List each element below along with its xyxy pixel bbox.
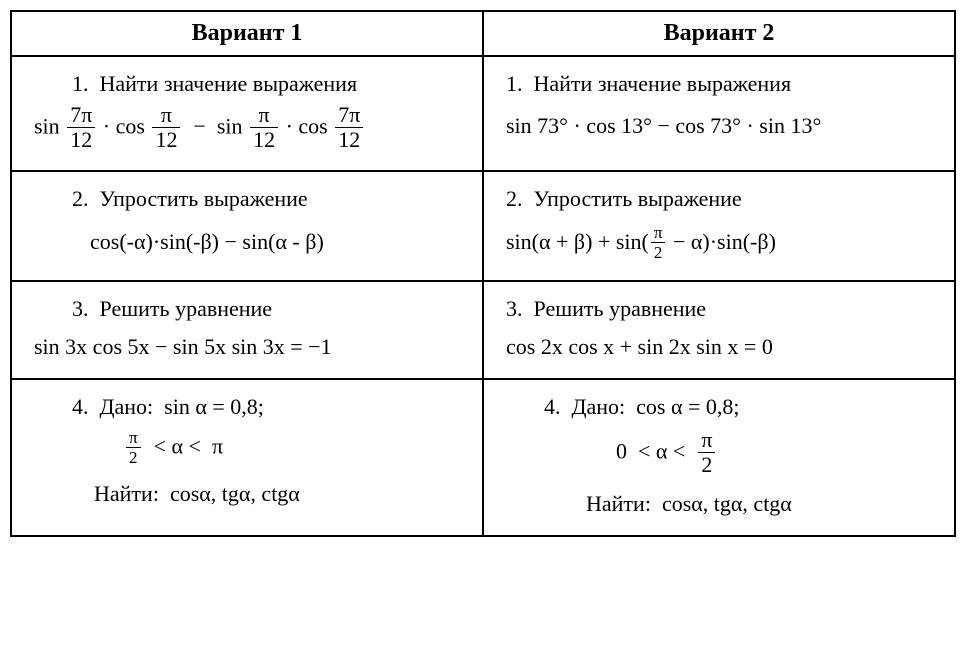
given-label: Дано: xyxy=(572,394,626,419)
find-expr: cosα, tgα, ctgα xyxy=(170,481,300,506)
task-number: 3. xyxy=(72,296,89,321)
task-number: 4. xyxy=(72,394,89,419)
header-v2: Вариант 2 xyxy=(483,11,955,56)
fn-cos: cos xyxy=(116,114,145,139)
task-expression: cos 2x cos x + sin 2x sin x = 0 xyxy=(506,334,938,360)
task-prompt: Найти значение выражения xyxy=(534,71,792,96)
expr-part: sin(α + β) + sin( xyxy=(506,229,649,254)
frac-num: π xyxy=(126,429,141,448)
interval-expr: π2 < α < π xyxy=(34,430,466,467)
frac-num: π xyxy=(250,104,278,128)
frac-den: 12 xyxy=(67,128,95,151)
task-expression: sin(α + β) + sin(π2 − α)·sin(-β) xyxy=(506,222,938,262)
task-expression: sin 3x cos 5x − sin 5x sin 3x = −1 xyxy=(34,334,466,360)
given-expr: cos α = 0,8; xyxy=(636,394,739,419)
v1-task1: 1. Найти значение выражения sin 7π12 · c… xyxy=(11,56,483,171)
frac-den: 12 xyxy=(335,128,363,151)
frac-num: 7π xyxy=(67,104,95,128)
frac-den: 12 xyxy=(250,128,278,151)
task-number: 4. xyxy=(544,394,561,419)
task-prompt: Упростить выражение xyxy=(100,186,308,211)
task-prompt: Упростить выражение xyxy=(534,186,742,211)
task-expression: sin 7π12 · cos π12 − sin π12 · cos 7π12 xyxy=(34,105,466,152)
task-number: 1. xyxy=(72,71,89,96)
v2-task3: 3. Решить уравнение cos 2x cos x + sin 2… xyxy=(483,281,955,379)
fn-sin: sin xyxy=(217,114,243,139)
task-number: 3. xyxy=(506,296,523,321)
zero-symbol: 0 xyxy=(616,439,627,464)
find-expr: cosα, tgα, ctgα xyxy=(662,491,792,516)
interval-op: < α < xyxy=(154,434,201,459)
frac-num: 7π xyxy=(335,104,363,128)
v2-task4: 4. Дано: cos α = 0,8; 0 < α < π2 Найти: … xyxy=(483,379,955,536)
worksheet-table: Вариант 1 Вариант 2 1. Найти значение вы… xyxy=(10,10,956,537)
interval-op: < α < xyxy=(638,439,685,464)
frac-num: π xyxy=(651,224,666,243)
expr-part: − α)·sin(-β) xyxy=(667,229,775,254)
frac-den: 2 xyxy=(651,243,666,261)
op-dot: · xyxy=(103,114,110,139)
frac-num: π xyxy=(698,429,715,453)
given-expr: sin α = 0,8; xyxy=(164,394,264,419)
fn-cos: cos xyxy=(298,114,327,139)
frac-num: π xyxy=(152,104,180,128)
pi-symbol: π xyxy=(212,434,223,459)
frac-den: 2 xyxy=(698,453,715,476)
task-number: 2. xyxy=(506,186,523,211)
v1-task2: 2. Упростить выражение cos(-α)·sin(-β) −… xyxy=(11,171,483,281)
v2-task1: 1. Найти значение выражения sin 73° · co… xyxy=(483,56,955,171)
v1-task4: 4. Дано: sin α = 0,8; π2 < α < π Найти: … xyxy=(11,379,483,536)
op-dot: · xyxy=(286,114,293,139)
task-expression: sin 73° · cos 13° − cos 73° · sin 13° xyxy=(506,113,938,139)
given-label: Дано: xyxy=(100,394,154,419)
interval-expr: 0 < α < π2 xyxy=(506,430,938,477)
task-prompt: Решить уравнение xyxy=(100,296,273,321)
v1-task3: 3. Решить уравнение sin 3x cos 5x − sin … xyxy=(11,281,483,379)
header-v1: Вариант 1 xyxy=(11,11,483,56)
task-prompt: Решить уравнение xyxy=(534,296,707,321)
find-label: Найти: xyxy=(94,481,159,506)
find-label: Найти: xyxy=(586,491,651,516)
frac-den: 2 xyxy=(126,448,141,466)
task-number: 1. xyxy=(506,71,523,96)
op-minus: − xyxy=(193,114,205,139)
v2-task2: 2. Упростить выражение sin(α + β) + sin(… xyxy=(483,171,955,281)
task-prompt: Найти значение выражения xyxy=(100,71,358,96)
task-expression: cos(-α)·sin(-β) − sin(α - β) xyxy=(34,222,466,262)
fn-sin: sin xyxy=(34,114,60,139)
frac-den: 12 xyxy=(152,128,180,151)
task-number: 2. xyxy=(72,186,89,211)
